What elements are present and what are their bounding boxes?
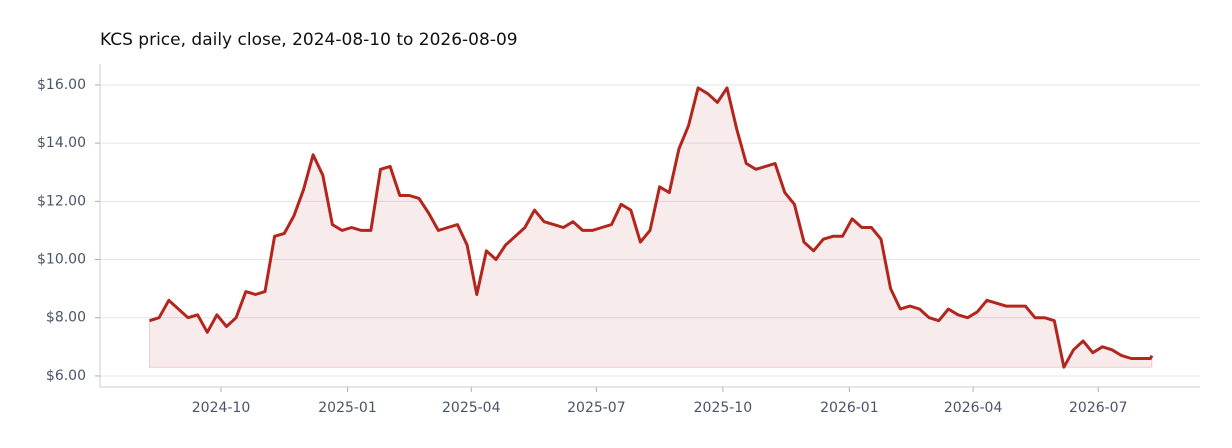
chart-title: KCS price, daily close, 2024-08-10 to 20… bbox=[100, 30, 518, 50]
x-tick-label: 2026-01 bbox=[820, 400, 879, 416]
x-tick-label: 2025-07 bbox=[567, 400, 626, 416]
y-tick-label: $10.00 bbox=[37, 252, 86, 268]
x-tick-label: 2025-04 bbox=[442, 400, 501, 416]
y-tick-label: $6.00 bbox=[46, 368, 86, 384]
x-tick-label: 2026-07 bbox=[1069, 400, 1128, 416]
y-tick-label: $12.00 bbox=[37, 193, 86, 209]
y-tick-label: $16.00 bbox=[37, 77, 86, 93]
x-tick-label: 2026-04 bbox=[944, 400, 1003, 416]
y-tick-label: $14.00 bbox=[37, 135, 86, 151]
x-tick-label: 2024-10 bbox=[192, 400, 251, 416]
y-tick-label: $8.00 bbox=[46, 310, 86, 326]
line bbox=[149, 86, 1154, 369]
x-tick-label: 2025-01 bbox=[318, 400, 377, 416]
x-tick-label: 2025-10 bbox=[694, 400, 753, 416]
